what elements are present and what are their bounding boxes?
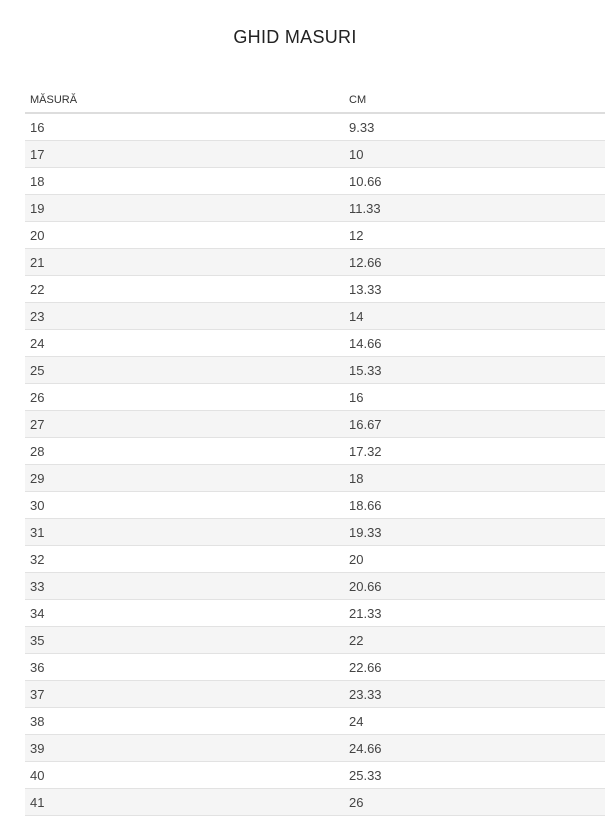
cm-cell: 20 (349, 551, 364, 567)
table-row: 34 21.33 (25, 600, 605, 627)
cm-cell: 17.32 (349, 443, 382, 459)
size-cell: 23 (30, 308, 45, 324)
cm-cell: 18.66 (349, 497, 382, 513)
size-cell: 37 (30, 686, 45, 702)
size-cell: 33 (30, 578, 45, 594)
size-cell: 16 (30, 119, 45, 135)
cm-cell: 12.66 (349, 254, 382, 270)
table-row: 18 10.66 (25, 168, 605, 195)
cm-cell: 13.33 (349, 281, 382, 297)
size-cell: 31 (30, 524, 45, 540)
table-body: 16 9.33 17 10 18 10.66 19 11.33 20 12 21 12.66 22 13.… (25, 114, 605, 816)
size-cell: 17 (30, 146, 45, 162)
cm-cell: 19.33 (349, 524, 382, 540)
table-row: 20 12 (25, 222, 605, 249)
size-cell: 39 (30, 740, 45, 756)
table-row: 22 13.33 (25, 276, 605, 303)
table-row: 30 18.66 (25, 492, 605, 519)
size-cell: 32 (30, 551, 45, 567)
cm-cell: 9.33 (349, 119, 375, 135)
size-cell: 30 (30, 497, 45, 513)
cm-cell: 15.33 (349, 362, 382, 378)
size-cell: 20 (30, 227, 45, 243)
cm-cell: 21.33 (349, 605, 382, 621)
table-row: 32 20 (25, 546, 605, 573)
cm-cell: 16 (349, 389, 364, 405)
table-row: 39 24.66 (25, 735, 605, 762)
table-row: 40 25.33 (25, 762, 605, 789)
cm-cell: 16.67 (349, 416, 382, 432)
table-row: 17 10 (25, 141, 605, 168)
cm-cell: 24 (349, 713, 364, 729)
size-cell: 41 (30, 794, 45, 810)
table-row: 19 11.33 (25, 195, 605, 222)
table-row: 29 18 (25, 465, 605, 492)
cm-cell: 22.66 (349, 659, 382, 675)
table-row: 36 22.66 (25, 654, 605, 681)
table-row: 25 15.33 (25, 357, 605, 384)
size-guide-table: MĂSURĂ CM 16 9.33 17 10 18 10.66 19 11.33 20 12 21… (25, 88, 605, 816)
size-cell: 25 (30, 362, 45, 378)
table-row: 35 22 (25, 627, 605, 654)
size-cell: 38 (30, 713, 45, 729)
table-row: 23 14 (25, 303, 605, 330)
cm-cell: 25.33 (349, 767, 382, 783)
table-header: MĂSURĂ CM (25, 88, 605, 114)
cm-cell: 26 (349, 794, 364, 810)
cm-cell: 14 (349, 308, 364, 324)
size-cell: 40 (30, 767, 45, 783)
table-row: 28 17.32 (25, 438, 605, 465)
size-cell: 29 (30, 470, 45, 486)
size-cell: 22 (30, 281, 45, 297)
cm-cell: 10 (349, 146, 364, 162)
table-row: 37 23.33 (25, 681, 605, 708)
size-cell: 18 (30, 173, 45, 189)
page-title: GHID MASURI (233, 27, 357, 47)
cm-cell: 22 (349, 632, 364, 648)
table-row: 24 14.66 (25, 330, 605, 357)
size-cell: 24 (30, 335, 45, 351)
table-row: 21 12.66 (25, 249, 605, 276)
size-cell: 28 (30, 443, 45, 459)
cm-cell: 10.66 (349, 173, 382, 189)
table-row: 41 26 (25, 789, 605, 816)
header-cm: CM (349, 94, 367, 106)
size-cell: 36 (30, 659, 45, 675)
cm-cell: 11.33 (349, 200, 381, 216)
table-row: 31 19.33 (25, 519, 605, 546)
size-cell: 27 (30, 416, 45, 432)
table-row: 16 9.33 (25, 114, 605, 141)
cm-cell: 18 (349, 470, 364, 486)
cm-cell: 24.66 (349, 740, 382, 756)
cm-cell: 14.66 (349, 335, 382, 351)
size-cell: 34 (30, 605, 45, 621)
table-row: 33 20.66 (25, 573, 605, 600)
size-cell: 35 (30, 632, 45, 648)
size-cell: 19 (30, 200, 45, 216)
header-size: MĂSURĂ (30, 94, 78, 106)
size-cell: 21 (30, 254, 45, 270)
size-cell: 26 (30, 389, 45, 405)
table-row: 27 16.67 (25, 411, 605, 438)
table-row: 38 24 (25, 708, 605, 735)
cm-cell: 20.66 (349, 578, 382, 594)
table-row: 26 16 (25, 384, 605, 411)
cm-cell: 23.33 (349, 686, 382, 702)
cm-cell: 12 (349, 227, 364, 243)
